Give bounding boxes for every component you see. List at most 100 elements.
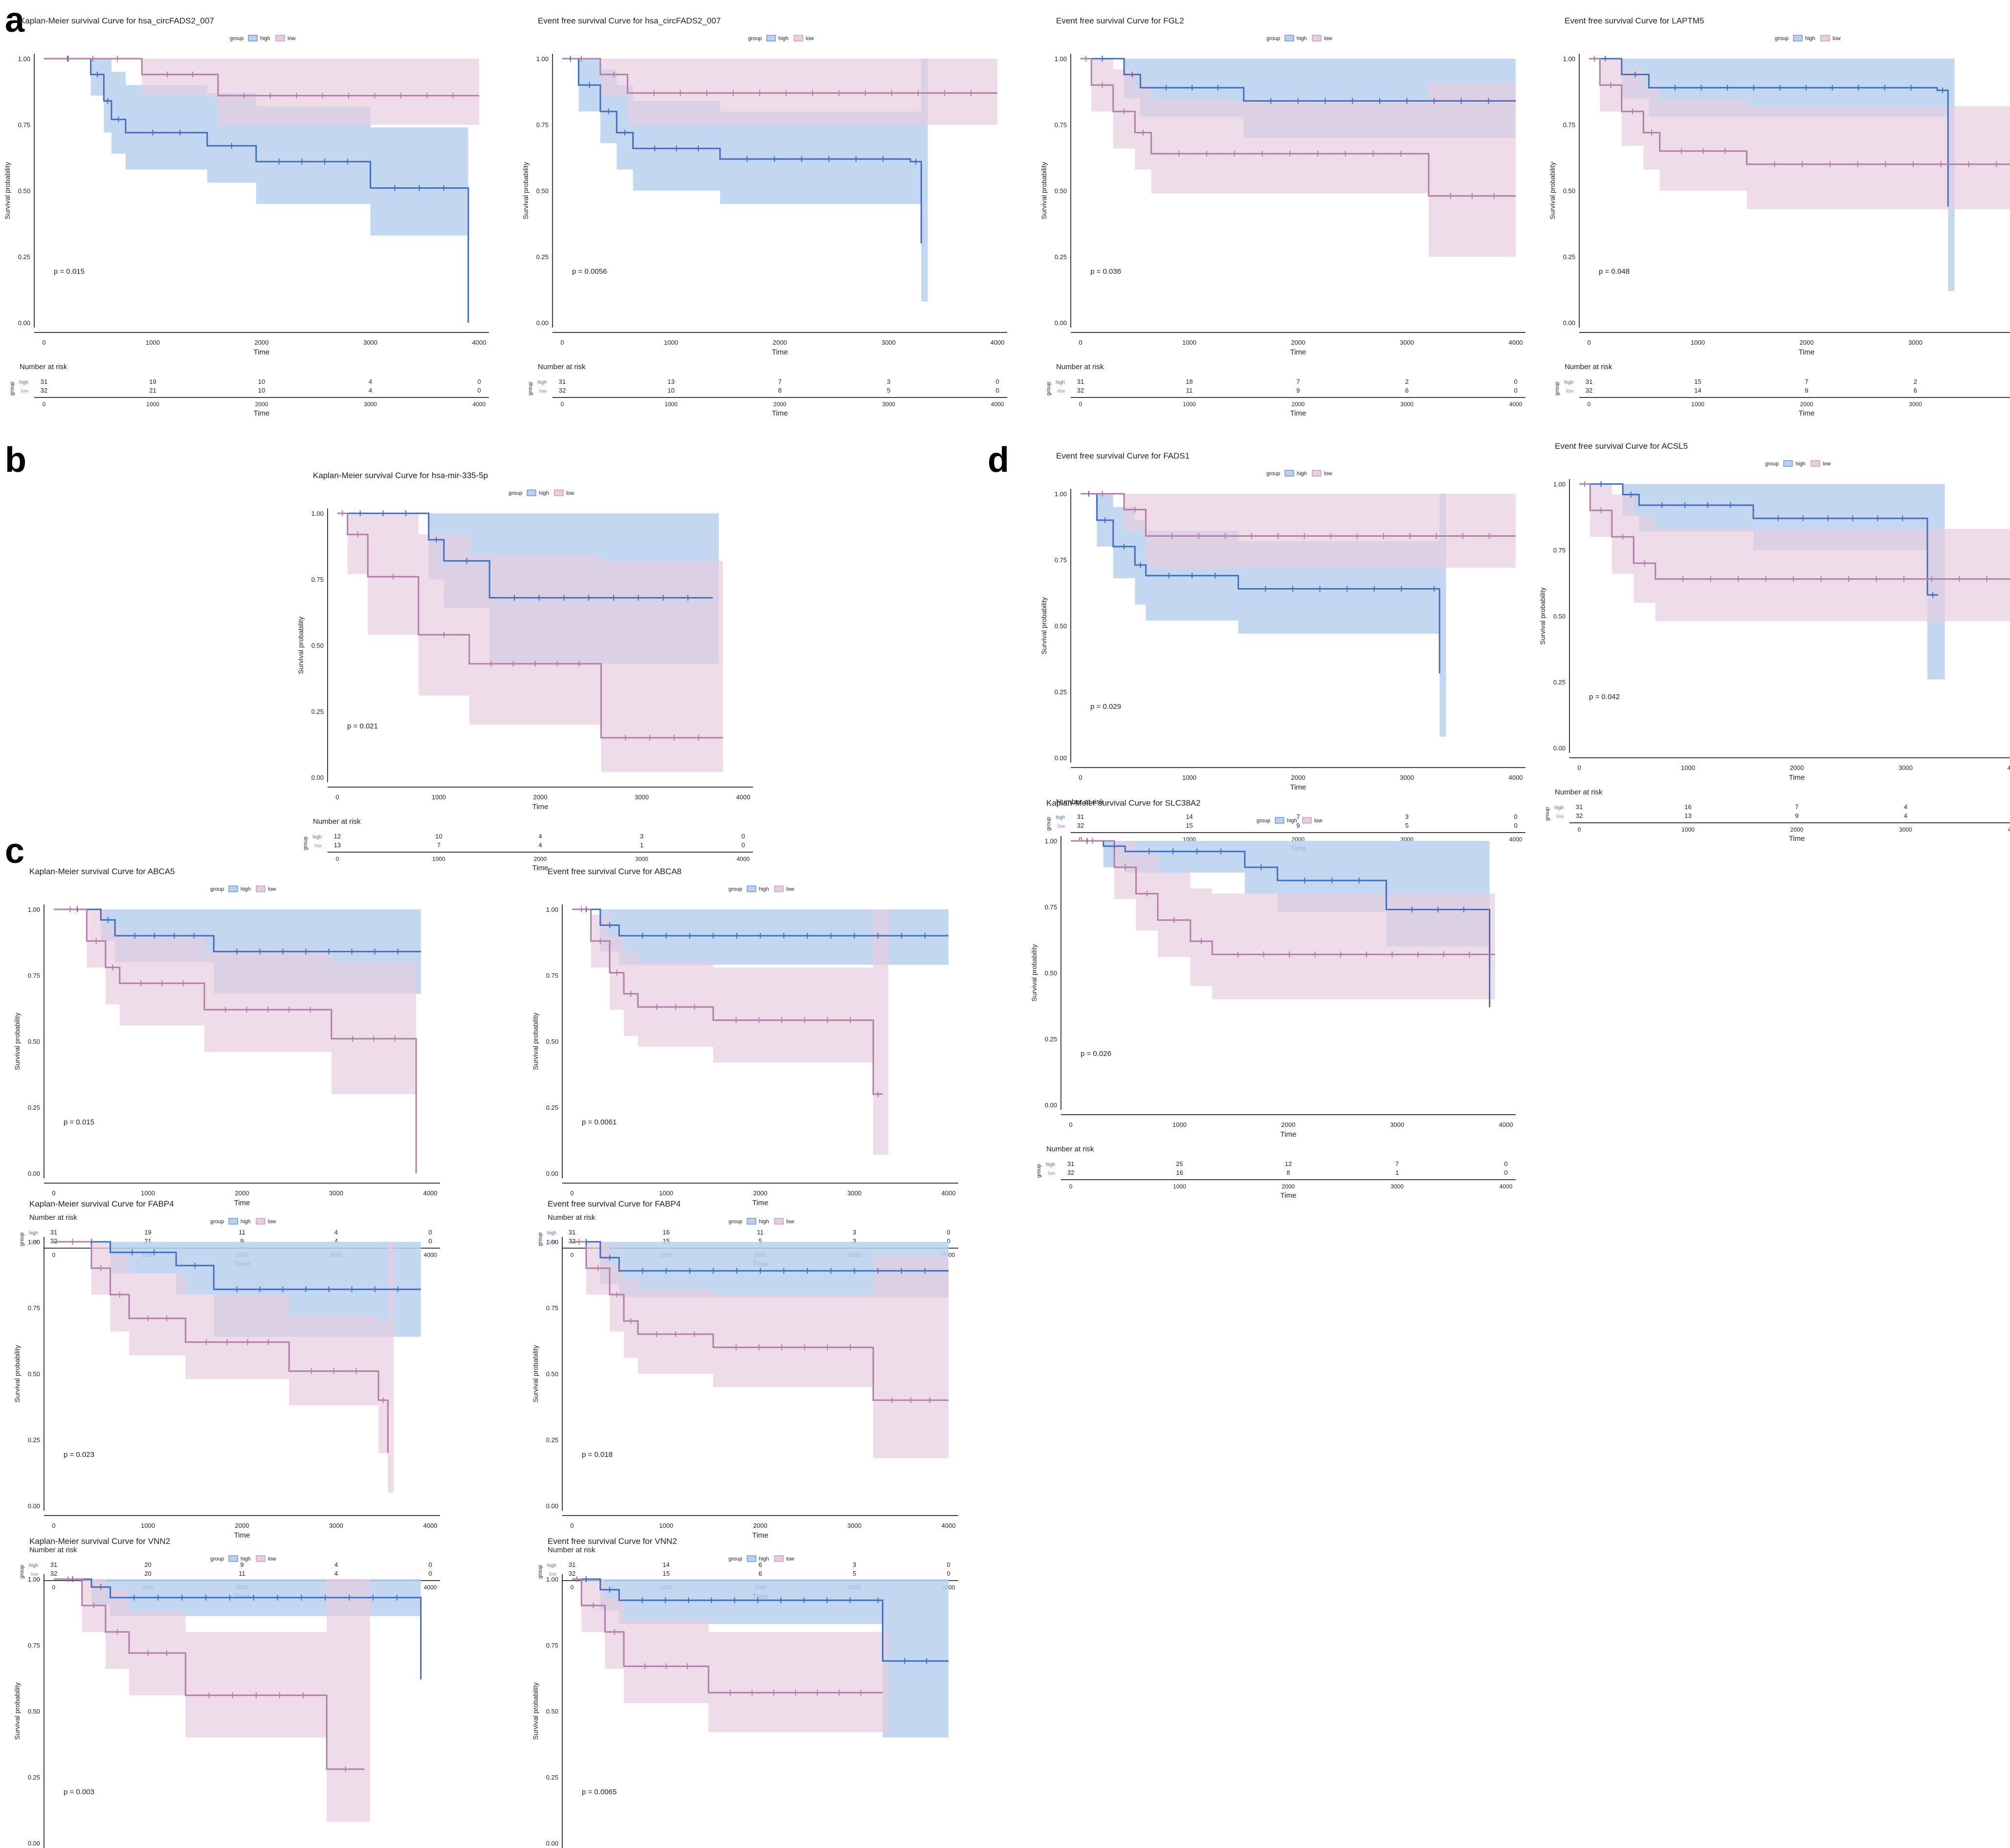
x-tick-label: 4000 — [1509, 774, 1523, 781]
risk-count-high: 4 — [334, 1229, 338, 1236]
legend-label-high: high — [778, 36, 789, 42]
legend-swatch-high — [766, 35, 776, 42]
risk-count-high: 31 — [1067, 1160, 1074, 1167]
y-tick-label: 0.50 — [1563, 187, 1575, 195]
risk-x-axis-title: Time — [1290, 409, 1306, 418]
risk-count-high: 4 — [334, 1561, 338, 1568]
y-tick-label: 0.00 — [1563, 319, 1575, 327]
y-tick-label: 0.50 — [28, 1708, 40, 1715]
risk-x-axis-title: Time — [772, 409, 788, 418]
risk-count-low: 15 — [663, 1570, 669, 1577]
x-tick-label: 4000 — [423, 1189, 438, 1197]
p-value: p = 0.0056 — [572, 267, 607, 276]
chart-title: Event free survival Curve for FGL2 — [1056, 16, 1184, 25]
ci-band-low — [54, 1242, 394, 1493]
y-axis-title: Survival probability — [1030, 944, 1038, 1002]
risk-count-high: 0 — [1504, 1160, 1507, 1167]
risk-count-high: 3 — [853, 1561, 856, 1568]
risk-group-label: group — [9, 382, 15, 396]
risk-table-title: Number at risk — [548, 1546, 596, 1554]
legend: group high low — [230, 35, 296, 42]
legend-title: group — [1266, 36, 1280, 42]
risk-count-low: 21 — [149, 387, 156, 394]
risk-count-low: 7 — [437, 841, 441, 849]
risk-count-low: 0 — [947, 1570, 950, 1577]
legend-title: group — [210, 886, 224, 892]
chart-title: Event free survival Curve for hsa_circFA… — [538, 16, 721, 25]
legend-label-high: high — [1297, 471, 1307, 477]
p-value: p = 0.0065 — [582, 1788, 617, 1796]
legend-swatch-high — [248, 35, 258, 42]
risk-count-low: 10 — [667, 387, 674, 394]
risk-count-high: 7 — [1395, 1160, 1399, 1167]
ci-band-low — [1071, 841, 1495, 999]
survival-curve-high — [562, 58, 922, 243]
panel-label-b: b — [5, 440, 26, 480]
risk-count-high: 7 — [778, 378, 781, 385]
risk-count-high: 11 — [757, 1229, 764, 1236]
risk-row-label-low: low — [549, 1239, 557, 1245]
risk-count-low: 11 — [239, 1570, 245, 1577]
y-tick-label: 0.00 — [28, 1840, 40, 1847]
risk-x-tick-label: 4000 — [424, 1584, 437, 1591]
x-tick-label: 3000 — [1908, 339, 1922, 346]
survival-curve-low — [337, 512, 723, 739]
risk-count-high: 19 — [149, 378, 156, 385]
risk-count-high: 0 — [995, 378, 999, 385]
y-tick-label: 0.00 — [546, 1502, 558, 1510]
y-tick-label: 0.00 — [28, 1170, 40, 1177]
y-tick-label: 0.50 — [546, 1038, 558, 1045]
y-tick-label: 0.25 — [546, 1774, 558, 1781]
panel-label-c: c — [5, 832, 25, 871]
y-tick-label: 0.50 — [28, 1370, 40, 1378]
survival-curve-low — [1071, 840, 1495, 955]
legend-title: group — [230, 36, 243, 42]
y-tick-label: 0.50 — [28, 1038, 40, 1045]
p-value: p = 0.015 — [64, 1118, 94, 1126]
survival-curve-low — [1081, 58, 1516, 197]
risk-count-high: 2 — [1914, 378, 1917, 385]
risk-x-tick-label: 1000 — [432, 856, 445, 862]
risk-count-high: 31 — [1077, 378, 1084, 385]
risk-row-label-high: high — [1046, 1162, 1055, 1167]
risk-count-high: 31 — [1077, 813, 1084, 820]
risk-group-label: group — [1545, 807, 1550, 821]
risk-table-title: Number at risk — [29, 1213, 77, 1222]
chart-title: Event free survival Curve for FADS1 — [1056, 451, 1190, 461]
risk-count-low: 4 — [538, 841, 542, 849]
risk-x-tick-label: 2000 — [1292, 401, 1305, 408]
y-tick-label: 1.00 — [536, 55, 549, 63]
y-tick-label: 0.75 — [28, 1642, 40, 1649]
risk-x-tick-label: 4000 — [991, 401, 1004, 408]
legend-title: group — [729, 1219, 742, 1225]
x-tick-label: 2000 — [753, 1522, 768, 1529]
survival-curve-high — [44, 58, 469, 323]
y-tick-label: 0.25 — [536, 253, 549, 261]
risk-count-low: 5 — [853, 1570, 856, 1577]
risk-count-high: 15 — [1694, 378, 1701, 385]
legend-label-low: low — [1833, 36, 1841, 42]
risk-count-low: 32 — [1077, 387, 1084, 394]
legend-label-low: low — [268, 1219, 276, 1225]
y-tick-label: 0.25 — [311, 708, 324, 715]
x-tick-label: 3000 — [363, 339, 377, 346]
risk-count-high: 31 — [1576, 803, 1583, 811]
legend-label-high: high — [1795, 461, 1806, 467]
risk-x-axis-title: Time — [532, 864, 549, 872]
risk-count-high: 12 — [334, 833, 341, 840]
risk-count-low: 9 — [1805, 387, 1808, 394]
risk-count-high: 31 — [569, 1229, 575, 1236]
risk-count-low: 14 — [1694, 387, 1701, 394]
x-tick-label: 0 — [52, 1522, 55, 1529]
risk-x-tick-label: 4000 — [473, 401, 486, 408]
risk-count-low: 5 — [1405, 822, 1409, 829]
risk-row-label-low: low — [1566, 389, 1574, 394]
x-tick-label: 1000 — [432, 793, 446, 801]
ci-band-low — [1081, 494, 1516, 568]
risk-row-label-high: high — [29, 1231, 38, 1236]
legend-label-high: high — [759, 1219, 769, 1225]
risk-count-low: 13 — [334, 841, 341, 849]
risk-count-high: 3 — [1405, 813, 1409, 820]
risk-count-low: 11 — [1186, 387, 1193, 394]
legend-swatch-low — [275, 35, 285, 42]
